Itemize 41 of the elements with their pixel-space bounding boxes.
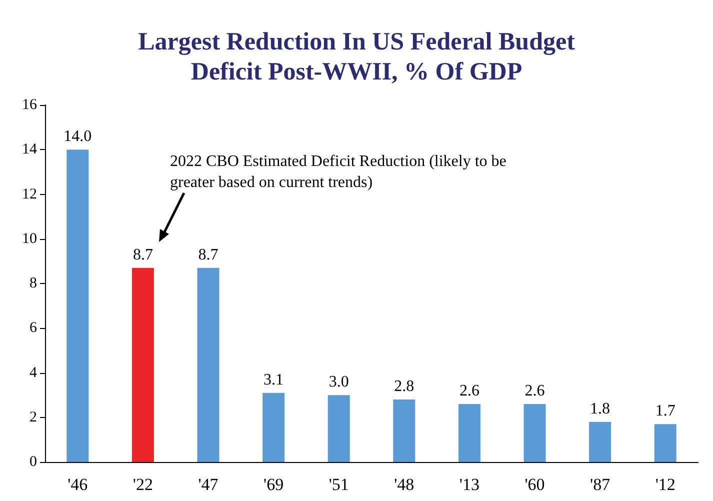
data-label: 1.8: [590, 400, 610, 418]
bar: [132, 268, 154, 462]
x-tick-label: '51: [328, 475, 349, 494]
data-label: 2.8: [394, 378, 414, 396]
bar: [262, 392, 285, 462]
bar: [393, 400, 416, 462]
bar: [589, 422, 612, 462]
x-tick-label: '87: [590, 475, 611, 494]
y-tick-label: 2: [30, 409, 37, 426]
x-tick-label: '46: [68, 475, 88, 494]
y-tick-label: 0: [30, 454, 37, 470]
bar: [654, 424, 676, 462]
x-tick-label: '13: [459, 475, 480, 494]
bar: [524, 404, 546, 462]
x-tick-label: '22: [132, 475, 153, 494]
annotation: 2022 CBO Estimated Deficit Reduction (likely to be greater based on current trends): [170, 153, 510, 191]
y-tick-label: 8: [30, 276, 37, 292]
bar: [66, 150, 89, 462]
bar: [458, 404, 480, 462]
y-tick-label: 6: [30, 320, 38, 336]
x-tick-label: '69: [264, 475, 284, 494]
data-label: 14.0: [64, 128, 92, 146]
x-tick-label: '47: [198, 475, 219, 494]
x-tick-label: '60: [524, 475, 545, 494]
data-label: 1.7: [655, 402, 676, 420]
data-label: 2.6: [524, 382, 545, 400]
y-tick-label: 4: [30, 364, 38, 381]
bar: [328, 395, 350, 462]
data-label: 3.1: [264, 371, 284, 388]
y-tick-label: 12: [22, 186, 37, 202]
chart-title: Largest Reduction In US Federal Budget Deficit Post-WWII, % Of GDP: [138, 28, 576, 86]
y-tick-label: 16: [22, 97, 38, 113]
y-tick-label: 10: [22, 230, 37, 247]
data-label: 3.0: [328, 374, 349, 391]
x-tick-label: '12: [655, 475, 676, 494]
data-label: 8.7: [132, 246, 153, 264]
data-label: 2.6: [459, 382, 480, 400]
y-tick-label: 14: [22, 142, 38, 158]
data-label: 8.7: [198, 246, 218, 264]
bar: [197, 268, 220, 462]
x-tick-label: '48: [394, 475, 414, 494]
